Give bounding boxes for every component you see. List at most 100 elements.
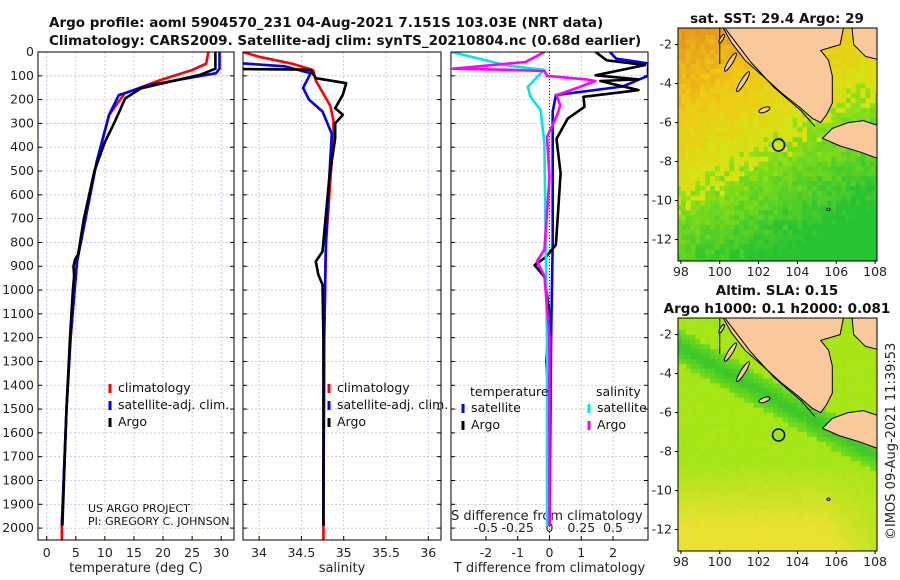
legend-label: satellite [597,400,647,415]
temperature-panel: 0100200300400500600700800900100011001200… [2,44,235,576]
x-axis-label: temperature (deg C) [69,561,203,576]
project-note: US ARGO PROJECT [88,502,190,515]
lat-tick-label: -2 [660,37,672,52]
series-line-argo [243,67,348,526]
s-diff-tick-label: -0.25 [502,520,534,535]
lat-tick-label: -8 [660,444,673,459]
figure-title-line2: Climatology: CARS2009. Satellite-adj cli… [49,33,641,49]
series-line-salinity-argo [451,52,597,526]
salinity-panel: 34 34.5 35 35.5 36 salinity climatology satelli… [242,51,448,576]
lat-tick-label: -8 [660,154,673,169]
legend-label: Argo [337,414,366,429]
s-diff-tick-label: 0.5 [603,520,623,535]
x-tick-label: 15 [126,545,142,560]
argo-float-marker [771,138,786,152]
depth-tick-label: 600 [10,187,34,202]
depth-contour [725,28,816,127]
s-diff-tick-label: 0.25 [567,520,595,535]
depth-tick-label: 400 [10,139,34,154]
s-diff-tick-label: -0.5 [474,520,498,535]
map-frame [677,317,878,552]
legend-label: Argo [597,417,626,432]
depth-tick-label: 900 [10,258,34,273]
s-diff-tick-label: 0 [546,520,554,535]
lat-tick-label: -10 [652,193,672,208]
land-mass [722,28,844,124]
x-tick-label: 2 [609,545,617,560]
lon-tick-label: 100 [708,264,732,279]
lon-tick-label: 106 [824,264,848,279]
lon-tick-label: 98 [673,264,689,279]
depth-tick-label: 1400 [2,377,34,392]
map-frame [677,27,878,262]
depth-tick-label: 1500 [2,401,34,416]
series-line-climatology [243,52,335,540]
sla-map-field [678,318,877,551]
lon-tick-label: 102 [747,554,771,569]
x-tick-label: 35 [336,545,352,560]
legend-label: Argo [471,417,500,432]
island [826,497,831,501]
x-tick-label: 25 [184,545,200,560]
island [718,33,725,44]
depth-tick-label: 300 [10,115,34,130]
island [736,361,751,383]
argo-float-marker [771,428,786,442]
plot-frame [242,51,442,541]
land-mass [851,28,877,60]
sst-map: 98 100 102 104 106 108 -2 -4 -6 -8 -10 -12 [652,27,887,279]
lat-tick-label: -12 [652,232,672,247]
plot-frame [450,51,649,541]
lat-tick-label: -12 [652,522,672,537]
depth-tick-label: 1000 [2,282,34,297]
series-line-climatology [60,52,210,540]
depth-tick-label: 1200 [2,330,34,345]
island [723,52,737,72]
island [758,396,771,404]
x-axis-label: T difference from climatology [453,561,646,576]
lon-tick-label: 106 [824,554,848,569]
lon-tick-label: 108 [863,264,887,279]
depth-tick-label: 1300 [2,353,34,368]
island [758,106,771,114]
lat-tick-label: -6 [660,115,673,130]
lat-tick-label: -6 [660,405,673,420]
x-tick-label: -2 [480,545,492,560]
x-tick-label: 0 [546,545,554,560]
land-mass [722,318,844,414]
x-tick-label: 35.5 [372,545,400,560]
x-tick-label: 1 [577,545,585,560]
sst-map-title: sat. SST: 29.4 Argo: 29 [690,11,864,27]
lon-tick-label: 100 [708,554,732,569]
sla-map-subtitle: Argo h1000: 0.1 h2000: 0.081 [664,301,891,317]
legend-label: satellite [471,400,521,415]
x-tick-label: 5 [72,545,80,560]
x-tick-label: -1 [511,545,523,560]
land-mass [821,120,877,159]
x-tick-label: 20 [155,545,171,560]
depth-tick-label: 200 [10,92,34,107]
lat-tick-label: -4 [660,366,673,381]
lat-tick-label: -2 [660,327,672,342]
depth-tick-label: 1800 [2,472,34,487]
difference-panel: -2 -1 0 1 2-0.5 -0.25 0 0.25 0.5S difference fro… [450,51,649,576]
series-line-salinity-satellite [451,52,549,526]
sla-map: 98 100 102 104 106 108 -2 -4 -6 -8 -10 -12 [652,317,887,569]
depth-tick-label: 1100 [2,306,34,321]
depth-tick-label: 0 [26,44,34,59]
x-tick-label: 34.5 [287,545,315,560]
series-line-argo [61,52,217,526]
island [736,71,751,93]
lon-tick-label: 98 [673,554,689,569]
x-tick-label: 10 [97,545,113,560]
lon-tick-label: 104 [785,264,809,279]
island [723,342,737,362]
depth-tick-label: 1600 [2,425,34,440]
legend-label: Argo [118,414,147,429]
lat-tick-label: -4 [660,76,673,91]
sla-map-title: Altim. SLA: 0.15 [716,283,838,299]
figure-title-line1: Argo profile: aoml 5904570_231 04-Aug-20… [49,15,603,31]
depth-tick-label: 800 [10,234,34,249]
